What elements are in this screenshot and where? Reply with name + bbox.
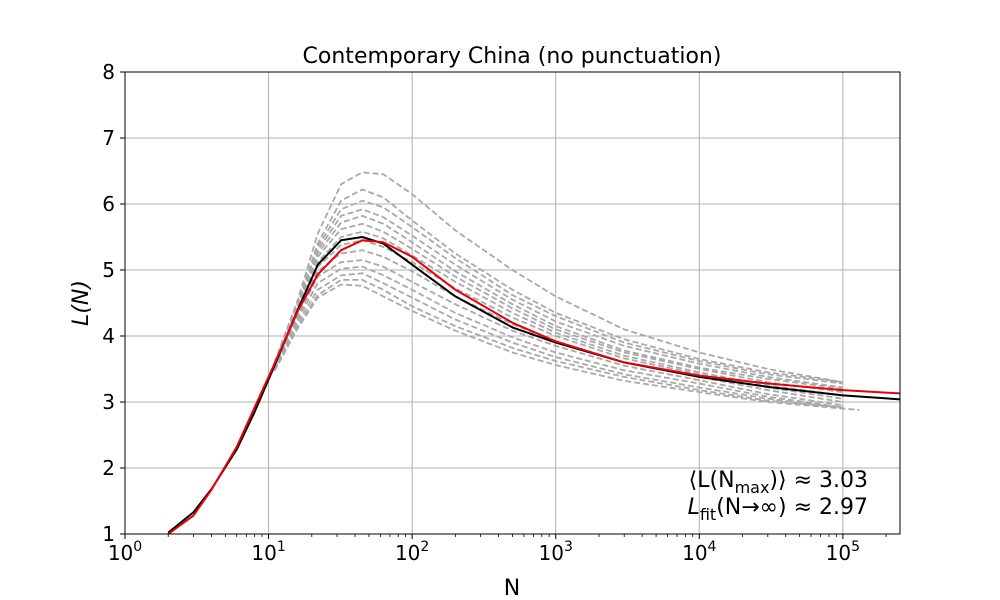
- x-tick-label: 101: [251, 539, 285, 565]
- annotation-mean-lmax: ⟨L(Nmax)⟩ ≈ 3.03: [689, 468, 868, 497]
- y-tick-label: 7: [102, 126, 115, 150]
- x-tick-label: 103: [539, 539, 573, 565]
- x-axis-title: N: [504, 576, 520, 600]
- x-tick-label: 102: [395, 539, 429, 565]
- y-tick-label: 2: [102, 456, 115, 480]
- plot-frame: [124, 71, 901, 535]
- x-tick-label: 100: [108, 539, 142, 565]
- sample-series-line: [273, 188, 843, 384]
- sample-series-line: [273, 208, 843, 389]
- y-tick-label: 6: [102, 192, 115, 216]
- x-tick-label: 104: [682, 539, 716, 565]
- annotation-lfit: Lfit(N→∞) ≈ 2.97: [688, 495, 868, 524]
- y-tick-label: 4: [102, 324, 115, 348]
- y-tick-label: 1: [102, 522, 115, 546]
- grid: [124, 71, 900, 535]
- fit-series-line: [167, 239, 900, 534]
- sample-series-line: [273, 265, 843, 409]
- series-layer: [167, 171, 900, 534]
- sample-series-line: [273, 214, 843, 390]
- y-axis-ticks: 1 2 3 4 5 6 7 8: [102, 60, 125, 546]
- sample-series-line: [273, 222, 843, 393]
- sample-series-line: [273, 239, 844, 400]
- y-axis-title: L(N): [69, 280, 94, 326]
- sample-series-line: [273, 199, 843, 385]
- y-tick-label: 3: [102, 390, 115, 414]
- x-axis-ticks: 100 101 102 103 104 105: [108, 534, 887, 565]
- sample-series-line: [273, 230, 843, 397]
- sample-series-line: [273, 171, 844, 384]
- x-tick-label: 105: [826, 539, 860, 565]
- sample-series-line: [273, 259, 844, 407]
- sample-series-line: [273, 272, 843, 410]
- y-tick-label: 8: [102, 60, 115, 84]
- sample-series-line: [273, 278, 843, 409]
- sample-series-line: [273, 283, 860, 411]
- y-tick-label: 5: [102, 258, 115, 282]
- chart-title: Contemporary China (no punctuation): [303, 44, 722, 69]
